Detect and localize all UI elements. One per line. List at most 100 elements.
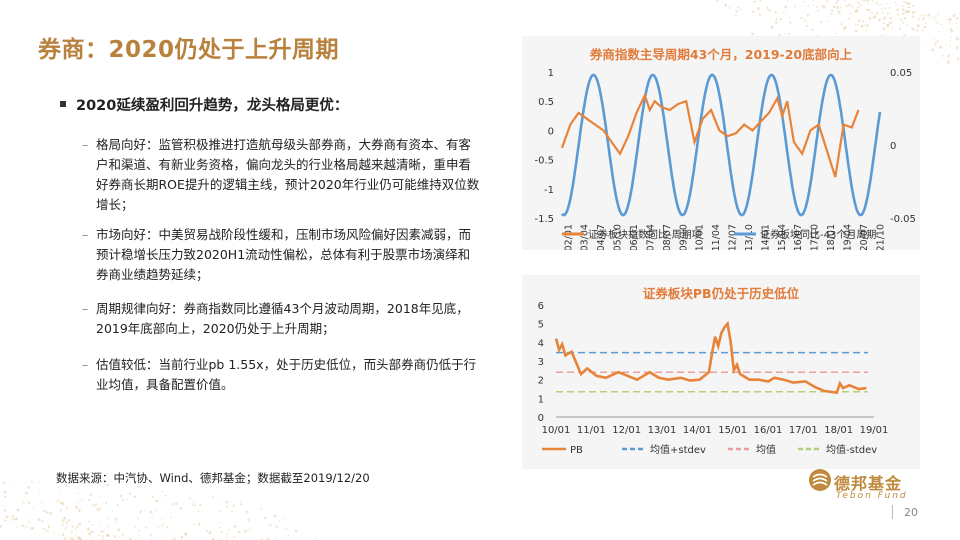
decor-dot (285, 527, 288, 530)
decor-dot (82, 498, 84, 500)
decor-dot (24, 495, 26, 497)
decor-dot (315, 537, 317, 539)
decor-dot (193, 523, 195, 526)
decor-dot (11, 515, 14, 518)
decor-dot (734, 14, 737, 17)
decor-dot (87, 481, 91, 485)
decor-dot (220, 531, 223, 534)
y-tick-label: 3 (538, 357, 544, 368)
bullet-heading-text: 2020延续盈利回升趋势，龙头格局更优： (76, 98, 349, 114)
x-tick-label: 17/10 (810, 224, 821, 250)
point-4-text: 估值较低：当前行业pb 1.55x，处于历史低位，而头部券商仍低于行业均值，具备… (96, 357, 477, 392)
decor-dot (774, 11, 777, 14)
x-tick-label: 12/07 (728, 224, 739, 250)
decor-dot (868, 17, 872, 20)
x-tick-label: 20/07 (859, 224, 870, 250)
decor-dot (886, 12, 890, 15)
decor-dot (753, 0, 755, 2)
decor-dot (902, 21, 905, 24)
decor-dot (817, 9, 819, 12)
x-tick-label: 12/01 (612, 425, 641, 436)
decor-dot (32, 507, 34, 509)
tebon-logo-icon (809, 469, 831, 491)
decor-dot (851, 5, 854, 8)
decor-dot (716, 0, 719, 2)
decor-dot (825, 0, 828, 2)
decor-dot (249, 528, 252, 531)
decor-dot (843, 29, 845, 31)
decor-dot (226, 500, 229, 503)
decor-dot (860, 25, 863, 28)
decor-dot (151, 495, 154, 498)
decor-dot (849, 12, 852, 15)
decor-dot (802, 1, 805, 3)
decor-dot (865, 29, 868, 32)
decor-dot (922, 46, 924, 48)
decor-dot (955, 45, 959, 49)
decor-dot (787, 32, 790, 35)
y-tick-label: 0 (538, 413, 544, 424)
decor-dot (902, 12, 905, 16)
decor-dot (848, 3, 851, 6)
decor-dot (161, 524, 164, 527)
x-tick-label: 13/10 (744, 224, 755, 250)
decor-dot (875, 1, 878, 5)
decor-dot (137, 485, 140, 488)
decor-dot (775, 21, 778, 24)
decor-dot (956, 27, 958, 29)
y-right-tick-label: 0 (890, 141, 896, 152)
decor-dot (173, 533, 176, 535)
decor-dot (27, 501, 31, 504)
decor-dot (807, 21, 809, 23)
chart-title: 券商指数主导周期43个月，2019-20底部向上 (589, 47, 853, 62)
decor-dot (907, 5, 910, 9)
decor-dot (191, 504, 194, 507)
decor-dot (856, 6, 859, 9)
decor-dot (931, 48, 934, 52)
decor-dot (42, 509, 46, 513)
decor-dot (916, 29, 919, 32)
decor-dot (914, 10, 917, 13)
dash-icon: – (82, 137, 89, 152)
decor-dot (873, 15, 877, 18)
y-left-tick-label: 0 (548, 126, 554, 137)
decor-dot (937, 13, 940, 16)
decor-dot (912, 4, 915, 8)
decor-dot (99, 495, 101, 498)
decor-dot (902, 8, 905, 12)
decor-dot (247, 518, 250, 521)
decor-dot (16, 508, 20, 512)
decor-dot (837, 10, 840, 13)
decor-dot (172, 537, 176, 540)
y-left-tick-label: 1 (548, 68, 554, 79)
decor-dot (119, 536, 121, 539)
pb-chart: 6 5 4 3 2 1 010/01 11/01 12/01 13/01 14/01 15/01 16/… (538, 301, 889, 456)
decor-dot (180, 536, 184, 539)
decor-dot (3, 519, 7, 522)
decor-dot (948, 18, 952, 22)
decor-dot (88, 498, 91, 502)
decor-dot (955, 16, 959, 20)
decor-dot (67, 519, 70, 522)
decor-dot (121, 533, 125, 536)
decor-dot (800, 17, 802, 20)
decor-dot (835, 32, 838, 35)
decor-dot (58, 489, 60, 492)
decor-dot (836, 0, 839, 2)
decor-dot (38, 481, 40, 484)
decor-dot (929, 16, 932, 19)
decor-dot (48, 511, 52, 515)
decor-dot (76, 525, 79, 529)
decor-dot (751, 32, 754, 36)
x-tick-label: 11/01 (577, 425, 606, 436)
decor-dot (237, 530, 241, 534)
x-tick-label: 07/04 (645, 224, 656, 250)
series-line-cycle-43m (561, 73, 882, 217)
decor-dot (862, 20, 865, 23)
legend-label-cycle-43m: 证券板块同比-43个月周期 (760, 228, 876, 241)
decor-dot (877, 4, 879, 6)
decor-dot (869, 34, 872, 36)
decor-dot (848, 17, 851, 20)
decor-dot (918, 19, 920, 21)
decor-dot (47, 525, 50, 528)
